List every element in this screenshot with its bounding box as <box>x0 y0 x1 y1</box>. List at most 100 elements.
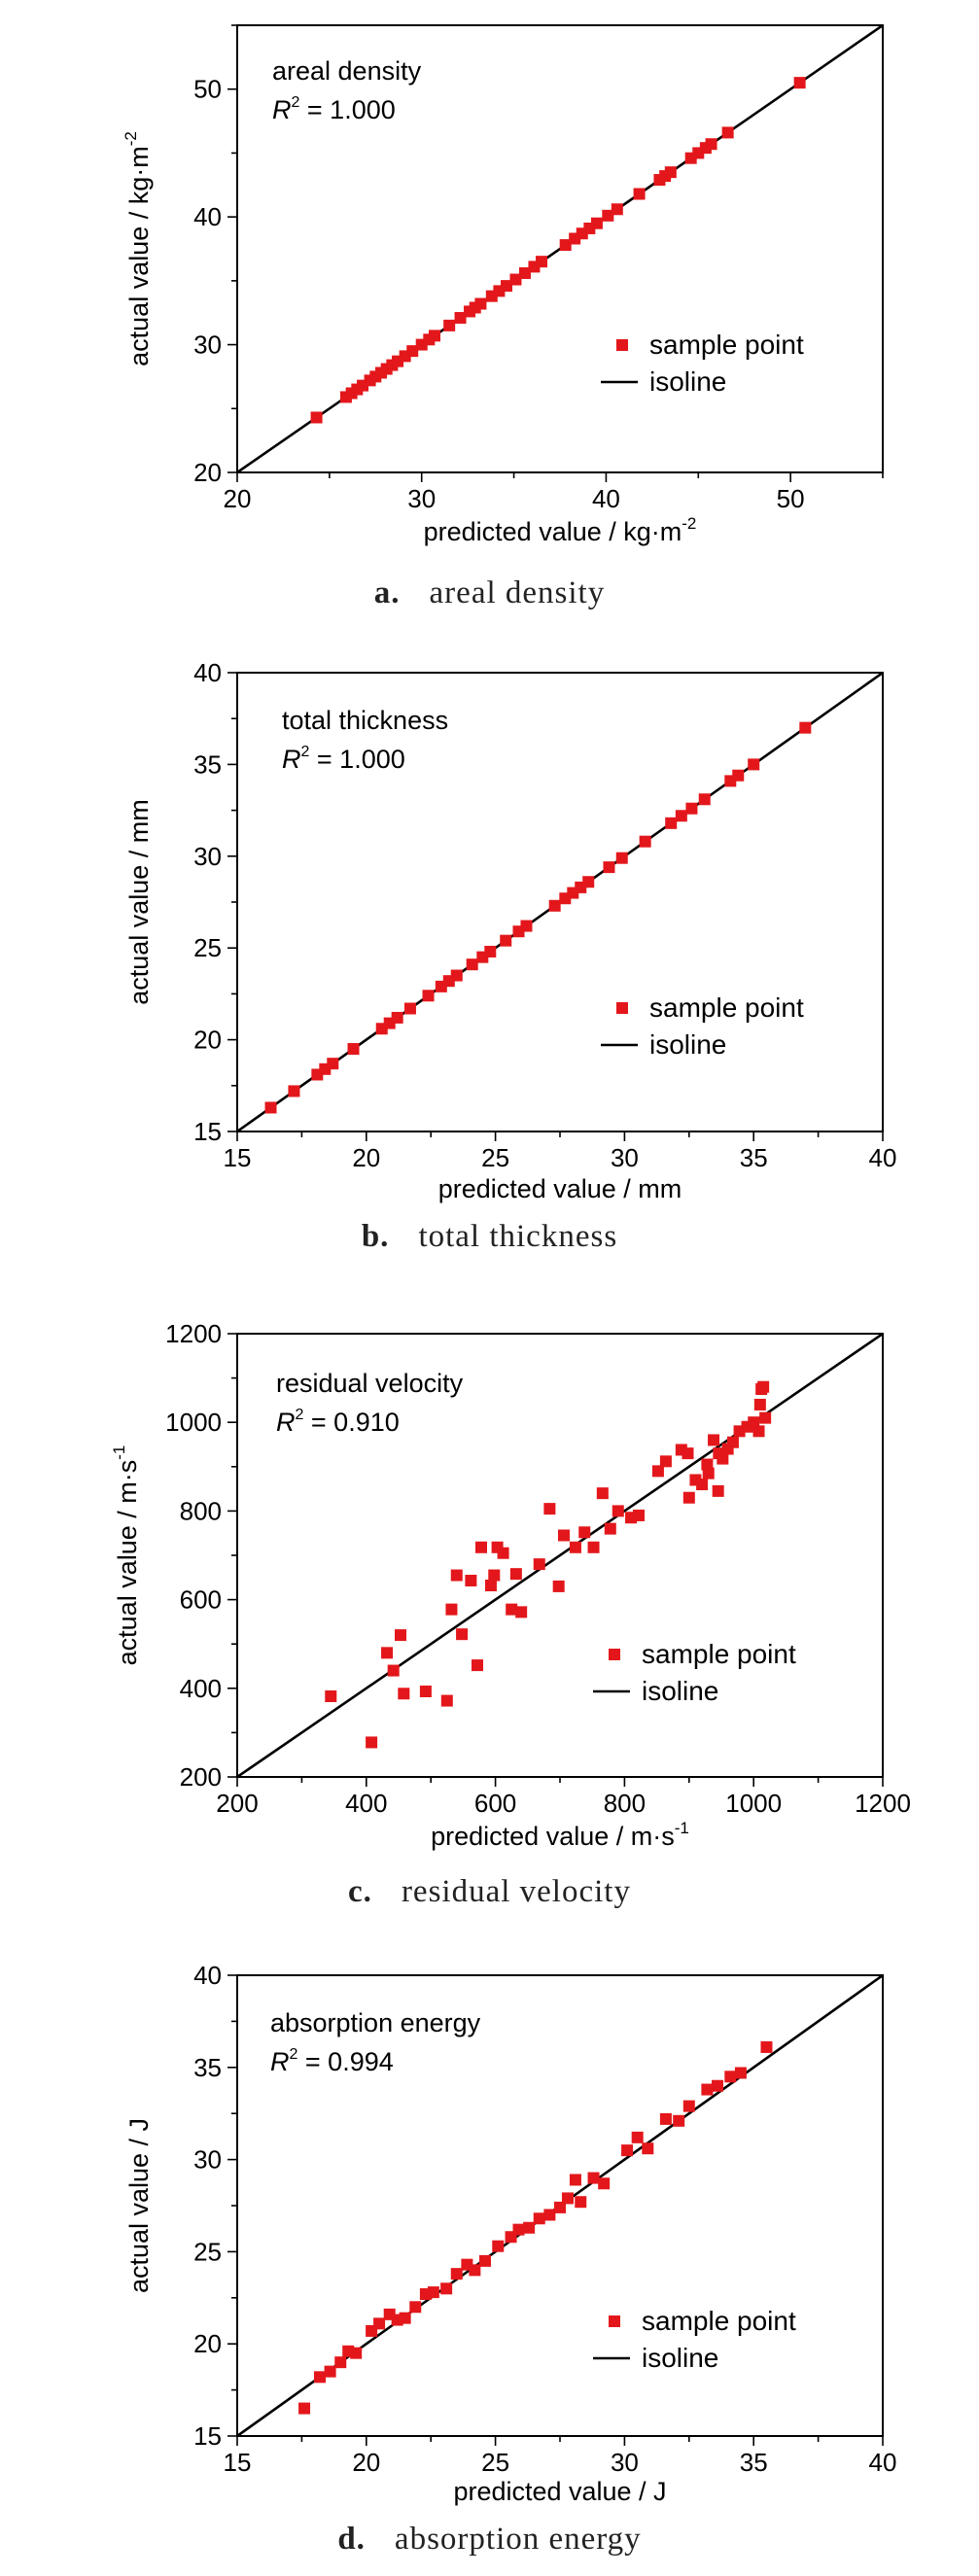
sample-point <box>366 1736 378 1749</box>
sample-point <box>717 1452 729 1465</box>
legend-point-marker <box>616 339 628 351</box>
sample-point <box>398 1688 410 1700</box>
y-tick-label: 30 <box>193 331 222 360</box>
sample-point <box>403 1002 416 1015</box>
y-axis-label: actual value / mm <box>124 799 154 1005</box>
sample-point <box>598 2177 611 2190</box>
sample-point <box>440 2282 453 2295</box>
sample-point <box>682 1491 695 1504</box>
legend-line-label: isoline <box>649 366 726 397</box>
sample-point <box>724 2071 737 2083</box>
y-tick-label: 40 <box>193 202 222 231</box>
sample-point <box>427 2286 439 2299</box>
sample-point <box>381 1647 394 1659</box>
x-axis-label-sup: -2 <box>682 514 696 533</box>
chart-svg: 15 20 25 30 35 40 15 20 25 30 35 40 predicted value … <box>124 658 897 1203</box>
y-tick-label: 600 <box>180 1585 222 1615</box>
caption-text: areal density <box>429 575 606 610</box>
legend-line-label: isoline <box>642 2343 718 2373</box>
sample-point <box>603 861 615 874</box>
sample-point <box>515 1606 528 1619</box>
sample-point <box>536 256 548 268</box>
x-tick-label: 200 <box>216 1789 258 1818</box>
sample-point <box>298 2402 311 2415</box>
sample-point <box>543 2209 556 2221</box>
sample-point <box>484 945 497 957</box>
x-tick-label: 20 <box>352 2448 380 2477</box>
caption-text: total thickness <box>418 1219 618 1254</box>
sample-point <box>310 411 323 424</box>
x-tick-label: 1200 <box>855 1789 911 1818</box>
plot-frame <box>236 1974 884 2437</box>
sample-point <box>569 2174 581 2186</box>
sample-point <box>492 2240 505 2252</box>
sample-point <box>478 2254 491 2267</box>
x-tick-label: 40 <box>592 484 620 513</box>
legend-line-label: isoline <box>642 1676 718 1706</box>
plot-frame <box>236 24 884 473</box>
y-axis-label-sup: -2 <box>122 131 140 146</box>
sample-point <box>602 209 614 222</box>
x-tick-label: 15 <box>224 1143 252 1172</box>
sample-point <box>488 1569 501 1582</box>
sample-point <box>675 810 687 822</box>
sample-point <box>701 2083 714 2096</box>
sample-point <box>394 1629 406 1642</box>
sample-point <box>712 2079 724 2092</box>
sample-point <box>474 297 487 310</box>
sample-point <box>509 1568 522 1581</box>
legend-line-label: isoline <box>649 1029 726 1060</box>
x-axis-label: predicted value / mm <box>438 1174 682 1203</box>
r2-value: = 0.910 <box>303 1408 399 1437</box>
chart-caption: a. areal density <box>0 575 979 611</box>
sample-point <box>520 920 533 932</box>
y-tick-label: 30 <box>193 842 222 871</box>
y-tick-label: 20 <box>193 458 222 487</box>
sample-point <box>604 1522 616 1535</box>
x-axis-label: predicted value / J <box>453 2477 666 2506</box>
chart-caption: d. absorption energy <box>0 2522 979 2558</box>
sample-point <box>497 1547 509 1559</box>
y-tick-label: 1000 <box>165 1408 222 1437</box>
sample-point <box>264 1101 277 1114</box>
sample-point <box>590 217 603 229</box>
caption-letter: d. <box>337 2522 366 2557</box>
sample-point <box>633 188 646 200</box>
x-tick-label: 50 <box>777 484 805 513</box>
sample-point <box>712 1484 724 1497</box>
sample-point <box>472 1659 484 1672</box>
sample-point <box>799 721 812 734</box>
x-tick-label: 40 <box>869 2448 897 2477</box>
sample-point <box>324 2365 336 2378</box>
y-tick-label: 35 <box>193 749 222 779</box>
annotation-name: absorption energy <box>270 2008 481 2037</box>
sample-point <box>557 1529 570 1542</box>
sample-point <box>734 2067 747 2079</box>
sample-point <box>665 817 678 829</box>
caption-letter: c. <box>348 1874 372 1909</box>
sample-point <box>327 1058 339 1070</box>
x-tick-label: 20 <box>224 484 252 513</box>
sample-point <box>753 1398 766 1410</box>
y-axis-label-sup: -1 <box>110 1445 128 1460</box>
chart-svg: 15 20 25 30 35 40 15 20 25 30 35 40 predicted value … <box>124 1961 897 2506</box>
x-tick-label: 1000 <box>725 1789 782 1818</box>
x-tick-label: 40 <box>869 1143 897 1172</box>
sample-point <box>708 1434 720 1446</box>
annotation-r2: R2 = 0.910 <box>276 1407 400 1437</box>
sample-point <box>633 1509 646 1521</box>
chart-caption: b. total thickness <box>0 1219 979 1255</box>
sample-point <box>587 2172 600 2184</box>
sample-point <box>466 958 478 971</box>
legend-point-marker <box>609 2315 620 2327</box>
sample-point <box>642 2142 654 2155</box>
sample-point <box>752 1425 765 1438</box>
sample-point <box>651 1465 664 1478</box>
legend-point-label: sample point <box>649 992 804 1023</box>
sample-point <box>288 1085 300 1097</box>
sample-point <box>469 2264 481 2277</box>
y-axis-label: actual value / kg·m-2 <box>122 131 154 366</box>
sample-point <box>611 203 623 216</box>
r2-symbol: R <box>272 95 292 124</box>
sample-point <box>701 1458 714 1471</box>
